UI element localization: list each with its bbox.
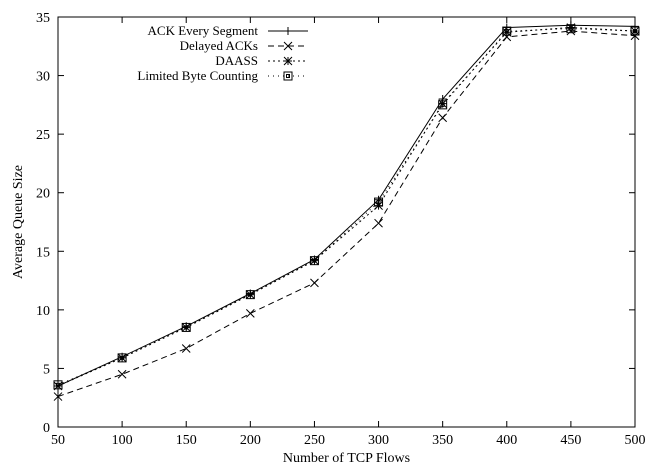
point-marker-square <box>117 353 127 363</box>
legend-item: Limited Byte Counting <box>137 68 308 83</box>
point-marker-square-inner <box>184 325 189 330</box>
point-marker-square-inner <box>440 102 445 107</box>
point-marker-plus <box>284 27 292 35</box>
x-tick-label: 500 <box>625 433 646 448</box>
legend-label: DAASS <box>215 53 258 68</box>
point-marker-cross <box>310 278 319 288</box>
point-marker-square <box>283 71 293 81</box>
legend-label: ACK Every Segment <box>148 23 259 38</box>
series-4 <box>53 24 640 390</box>
point-marker-square-inner <box>286 74 290 78</box>
legend-label: Delayed ACKs <box>180 38 258 53</box>
point-marker-cross <box>438 113 448 123</box>
point-marker-cross <box>117 369 127 379</box>
x-tick-label: 250 <box>304 433 325 448</box>
legend-item: DAASS <box>215 53 308 68</box>
point-marker-square <box>245 290 255 300</box>
series-2 <box>53 26 640 401</box>
point-marker-square <box>309 256 319 266</box>
x-tick-label: 150 <box>176 433 197 448</box>
point-marker-star <box>245 290 255 299</box>
point-marker-square-inner <box>120 355 125 360</box>
point-marker-square-inner <box>376 200 381 205</box>
point-marker-cross <box>283 41 293 51</box>
x-tick-label: 450 <box>560 433 581 448</box>
x-tick-label: 400 <box>496 433 517 448</box>
series-layer <box>53 21 640 401</box>
plot-frame <box>57 16 636 428</box>
point-marker-star <box>283 56 293 66</box>
x-axis-label: Number of TCP Flows <box>283 451 410 466</box>
point-marker-square <box>566 24 576 34</box>
point-marker-square-inner <box>568 26 573 31</box>
x-tick-label: 200 <box>240 433 261 448</box>
point-marker-square <box>438 100 448 110</box>
y-tick-label: 20 <box>36 187 50 202</box>
series-line <box>57 24 636 387</box>
series-line <box>57 28 636 386</box>
point-marker-cross <box>181 344 191 353</box>
x-tick-label: 350 <box>432 433 453 448</box>
y-axis-label: Average Queue Size <box>11 165 26 279</box>
y-tick-label: 10 <box>36 304 50 319</box>
y-tick-label: 15 <box>36 245 50 260</box>
legend-label: Limited Byte Counting <box>137 68 258 83</box>
point-marker-square-inner <box>248 292 253 297</box>
point-marker-star <box>117 353 127 363</box>
point-marker-square-inner <box>312 258 317 263</box>
point-marker-cross <box>374 218 383 228</box>
point-marker-square <box>374 197 384 207</box>
series-line <box>57 30 636 397</box>
x-tick-label: 50 <box>51 433 65 448</box>
axis-ticks: 0 5 10 15 20 25 30 35 50 100 150 200 250 300 350 400 450… <box>36 11 646 448</box>
point-marker-square-inner <box>504 29 509 34</box>
point-marker-square <box>502 26 512 36</box>
legend-item: ACK Every Segment <box>148 23 308 38</box>
point-marker-square <box>181 322 191 332</box>
legend-item: Delayed ACKs <box>180 38 308 53</box>
x-tick-label: 300 <box>368 433 389 448</box>
y-tick-label: 5 <box>43 362 50 377</box>
x-tick-label: 100 <box>112 433 133 448</box>
point-marker-cross <box>245 309 255 318</box>
y-tick-label: 25 <box>36 128 50 143</box>
y-tick-label: 35 <box>36 11 50 26</box>
y-tick-label: 0 <box>43 421 50 436</box>
y-tick-label: 30 <box>36 70 50 85</box>
